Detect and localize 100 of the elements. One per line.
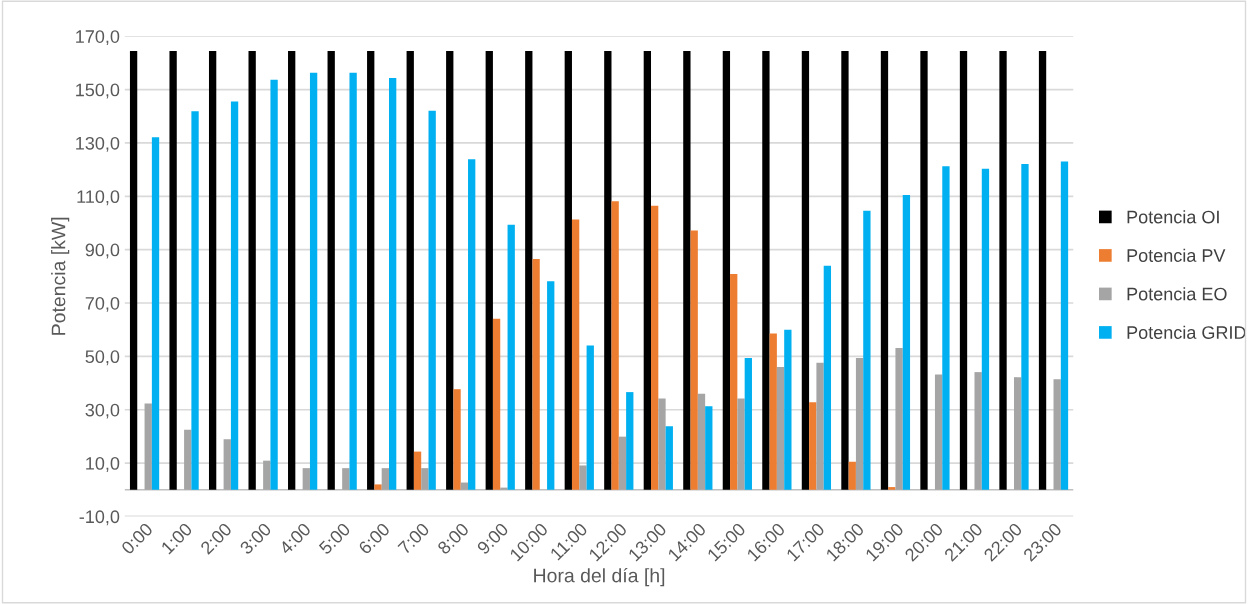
x-tick-label: 4:00 — [278, 522, 312, 556]
bar — [643, 50, 652, 490]
bar — [309, 72, 318, 490]
legend-label: Potencia PV — [1127, 248, 1226, 262]
bar — [999, 50, 1007, 490]
y-tick-label: 50,0 — [85, 350, 120, 366]
bar — [776, 367, 785, 490]
y-tick-label: 90,0 — [85, 243, 120, 259]
y-tick-label: 110,0 — [77, 190, 120, 206]
bar — [428, 110, 436, 490]
bar — [191, 111, 199, 490]
bar — [1060, 161, 1069, 490]
x-tick-label: 6:00 — [357, 522, 391, 555]
bar — [248, 50, 256, 490]
bar — [342, 468, 350, 490]
bar — [144, 403, 152, 490]
bar — [374, 484, 382, 490]
x-tick-label: 5:00 — [318, 522, 352, 555]
y-tick-label: 150,0 — [76, 83, 120, 99]
bar — [381, 468, 389, 490]
bar — [571, 219, 580, 490]
bar — [586, 345, 594, 490]
bar — [460, 482, 469, 490]
y-tick-label: 170,0 — [76, 30, 120, 46]
x-tick-label: 8:00 — [436, 522, 470, 555]
bar — [895, 348, 903, 490]
x-tick-label: 7:00 — [397, 522, 431, 555]
bar — [801, 50, 810, 490]
legend-label: Potencia EO — [1127, 287, 1227, 301]
bar — [169, 50, 177, 490]
bar — [880, 50, 889, 490]
bar — [888, 487, 896, 490]
x-tick-label: 0:00 — [120, 522, 154, 556]
bar — [737, 398, 745, 490]
bar — [263, 460, 271, 490]
bar — [223, 439, 231, 490]
bar — [184, 429, 192, 490]
bar — [532, 258, 540, 490]
y-tick-label: 30,0 — [85, 403, 120, 419]
y-tick-label: 130,0 — [76, 136, 120, 152]
bar — [974, 372, 982, 490]
bar — [500, 487, 508, 490]
bar — [626, 392, 634, 490]
bar — [920, 50, 928, 490]
bar — [762, 50, 770, 490]
bar — [492, 318, 501, 490]
bar — [934, 374, 943, 490]
bar — [902, 194, 911, 490]
bar — [705, 406, 713, 490]
bar — [690, 230, 698, 490]
y-tick-label: 10,0 — [86, 457, 120, 472]
bar — [841, 50, 849, 490]
bar — [327, 50, 335, 490]
bar — [809, 402, 817, 490]
bar — [730, 273, 738, 490]
bar — [564, 50, 572, 490]
bar — [848, 461, 856, 490]
bar — [651, 205, 659, 490]
bar — [697, 393, 706, 490]
y-tick-label: 70,0 — [85, 296, 120, 312]
bar — [784, 329, 792, 490]
bar — [421, 468, 429, 490]
bar — [744, 357, 752, 490]
bar — [367, 50, 375, 490]
bar — [1014, 377, 1022, 490]
y-axis-title: Potencia [kW] — [51, 217, 70, 335]
bar — [349, 72, 357, 490]
legend-label: Potencia OI — [1127, 210, 1219, 224]
y-tick-label: -10,0 — [79, 510, 120, 526]
bar — [485, 50, 493, 490]
bar — [683, 50, 691, 490]
bar — [270, 79, 278, 490]
bar — [129, 50, 138, 490]
bar — [855, 357, 864, 490]
bar — [981, 168, 990, 490]
bar — [446, 50, 454, 490]
bar — [547, 281, 555, 490]
bar — [604, 50, 612, 490]
bar — [151, 137, 160, 490]
bar — [453, 389, 461, 490]
bar — [1038, 50, 1047, 490]
bar — [406, 50, 414, 490]
bar — [863, 210, 871, 490]
x-tick-label: 3:00 — [239, 522, 272, 556]
bar — [942, 166, 950, 490]
bar — [823, 265, 832, 490]
bar — [665, 426, 673, 490]
bar — [468, 159, 476, 490]
bar — [525, 50, 533, 490]
bar — [816, 362, 824, 490]
x-tick-label: 9:00 — [476, 522, 510, 555]
bar — [413, 451, 422, 490]
bar — [611, 201, 619, 490]
bar — [1053, 379, 1061, 490]
bar — [658, 398, 666, 490]
bar — [579, 465, 587, 490]
bar — [959, 50, 968, 490]
bar — [769, 333, 777, 490]
bar — [507, 224, 515, 490]
bar — [388, 78, 397, 490]
